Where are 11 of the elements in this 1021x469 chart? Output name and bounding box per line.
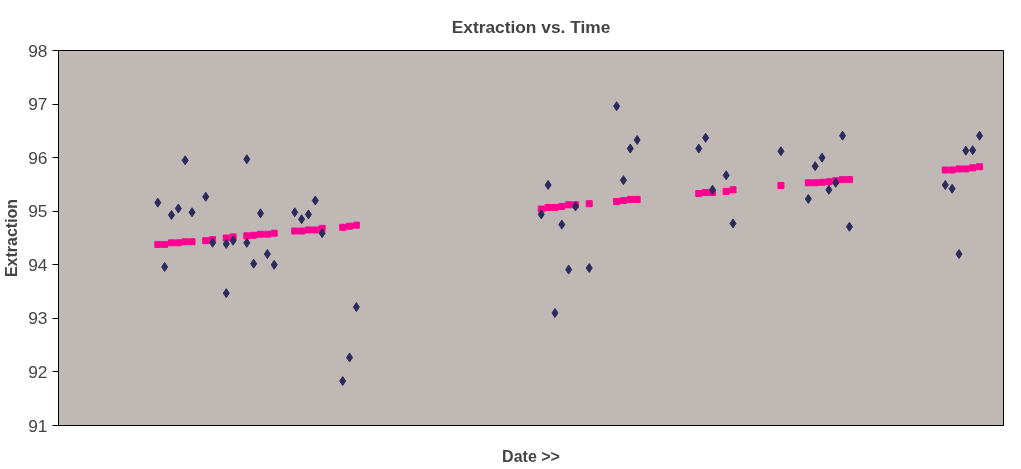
y-tick-label: 97 (28, 94, 48, 115)
y-tick-label: 95 (28, 201, 48, 222)
x-axis-title: Date >> (502, 447, 560, 465)
y-tick-label: 94 (28, 254, 48, 275)
chart-title: Extraction vs. Time (451, 16, 611, 37)
y-tick-label: 98 (28, 40, 48, 61)
y-tick-label: 96 (28, 147, 48, 168)
y-tick-label: 92 (28, 361, 48, 382)
y-tick-label: 91 (28, 415, 48, 436)
y-axis-title: Extraction (3, 198, 21, 278)
y-tick-label: 93 (28, 308, 48, 329)
